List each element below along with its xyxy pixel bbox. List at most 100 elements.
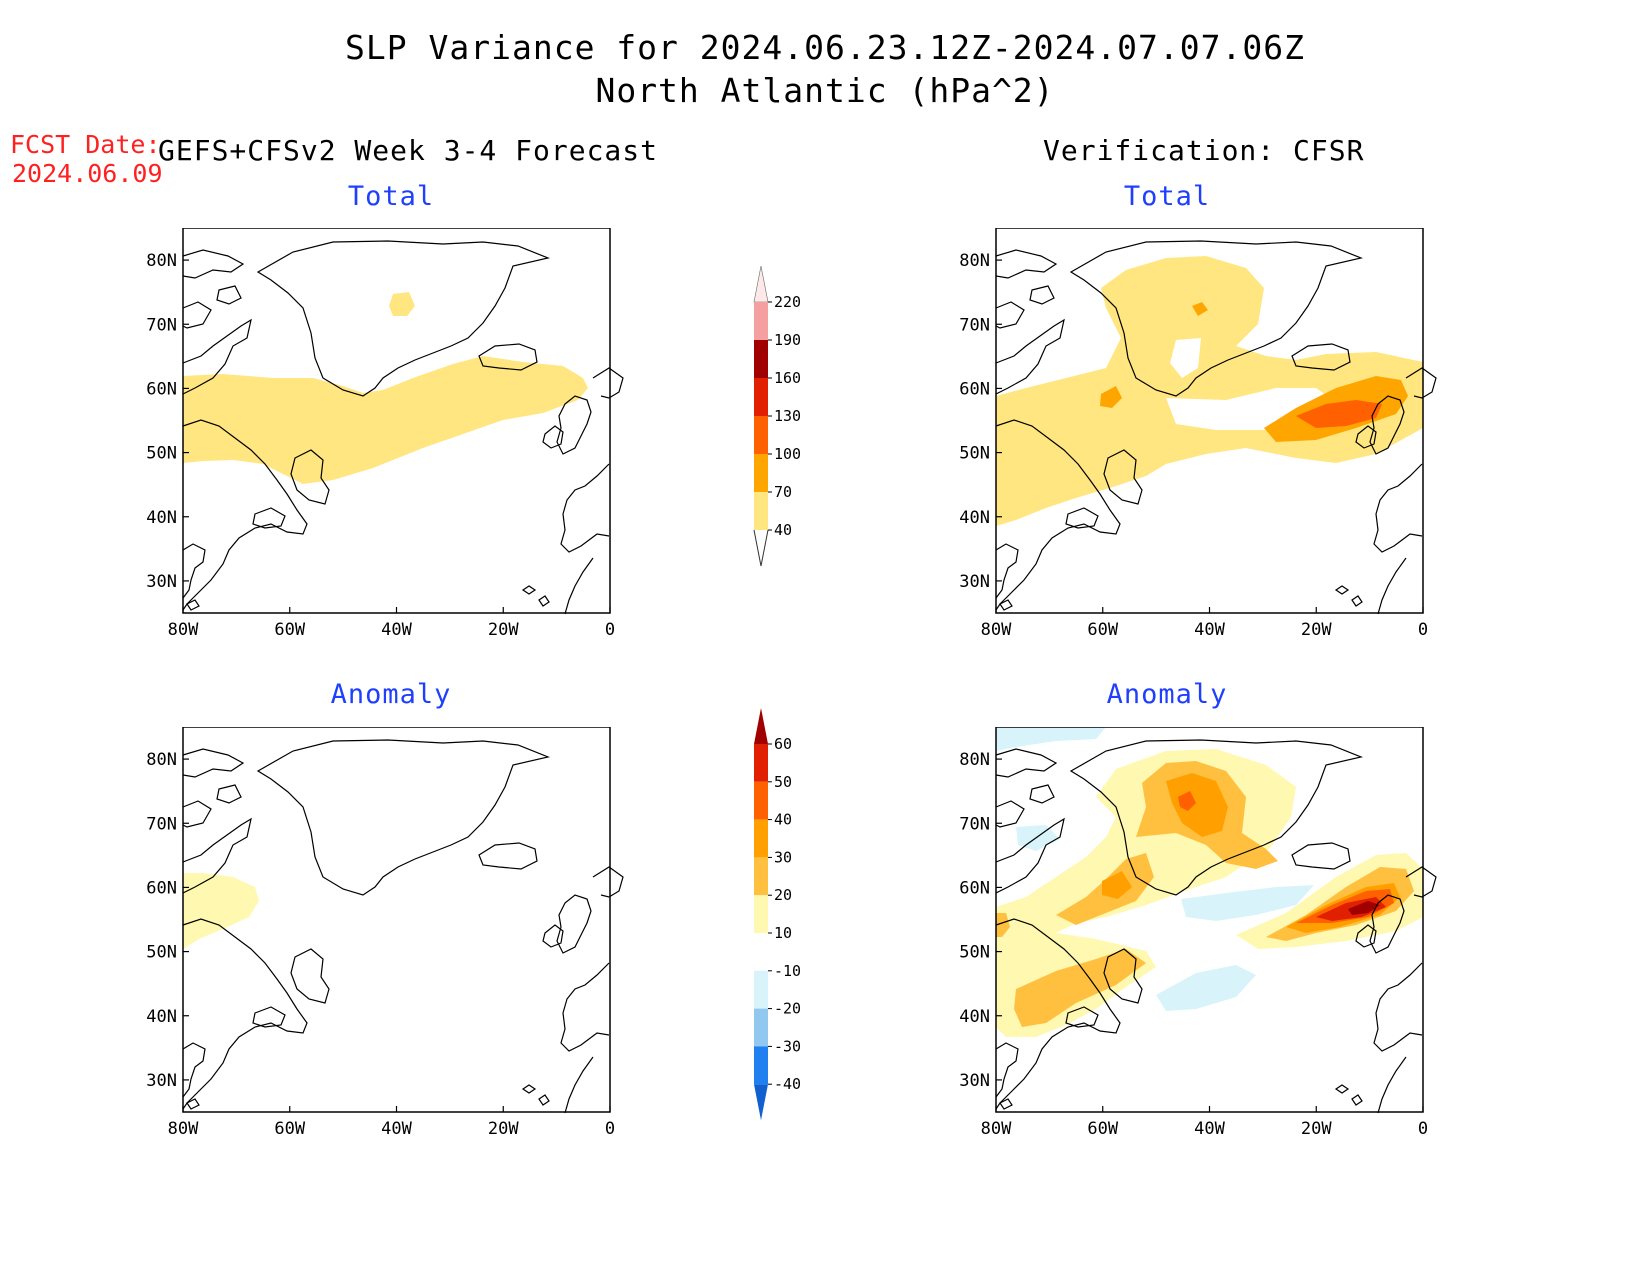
panel-verif-total: 30N 40N 50N 60N 70N 80N 80W 60W 40W 20W 0 xyxy=(959,228,1437,640)
variance-hole-greenland xyxy=(1170,338,1201,378)
colorbar-box xyxy=(754,378,768,416)
lon-tick-label: 60W xyxy=(1087,1119,1118,1139)
colorbar-top-arrow xyxy=(753,266,769,303)
colorbar-box xyxy=(754,744,768,782)
lat-axis: 30N 40N 50N 60N 70N 80N xyxy=(146,750,189,1091)
lat-axis: 30N 40N 50N 60N 70N 80N xyxy=(959,750,1002,1091)
lon-tick-label: 60W xyxy=(274,620,305,640)
lat-tick-label: 70N xyxy=(959,814,990,834)
colorbar-bottom-arrow xyxy=(754,1084,768,1121)
colorbar-label: 50 xyxy=(774,773,792,791)
variance-contour-70-small xyxy=(1100,386,1122,408)
lat-tick-label: 50N xyxy=(146,444,177,464)
colorbar-label: -40 xyxy=(774,1075,801,1093)
lon-axis: 80W 60W 40W 20W 0 xyxy=(168,607,615,640)
lat-tick-label: 80N xyxy=(959,251,990,271)
anomaly-contour-neg10-mid xyxy=(1181,885,1314,921)
colorbar-label: 100 xyxy=(774,445,801,463)
panel-fcst-total: 30N 40N 50N 60N 70N 80N 80W 60W 40W 20W 0 xyxy=(146,228,624,640)
anomaly-contour-neg10-nw xyxy=(996,727,1106,751)
verification-header: Verification: CFSR xyxy=(1043,134,1365,167)
colorbar-box xyxy=(754,970,768,1009)
colorbar-box xyxy=(754,340,768,378)
lat-tick-label: 40N xyxy=(959,508,990,528)
lon-axis: 80W 60W 40W 20W 0 xyxy=(981,607,1428,640)
colorbar-label: -30 xyxy=(774,1037,801,1055)
lat-tick-label: 70N xyxy=(146,315,177,335)
lat-tick-label: 30N xyxy=(959,572,990,592)
lon-tick-label: 80W xyxy=(981,620,1012,640)
colorbar-anomaly: -40 -30 -20 -10 10 20 30 40 50 60 xyxy=(754,708,801,1121)
anomaly-contour-60 xyxy=(1348,901,1380,915)
lon-axis: 80W 60W 40W 20W 0 xyxy=(981,1106,1428,1139)
colorbar-label: 160 xyxy=(774,369,801,387)
panel-title-verif-total: Total xyxy=(1123,181,1211,212)
colorbar-box xyxy=(754,416,768,454)
colorbar-box xyxy=(754,302,768,340)
panel-title-fcst-total: Total xyxy=(347,181,435,212)
map-background xyxy=(183,727,610,1112)
lon-tick-label: 0 xyxy=(1418,1119,1428,1139)
colorbar-box xyxy=(754,781,768,820)
colorbar-box xyxy=(754,933,768,971)
lat-tick-label: 80N xyxy=(959,750,990,770)
lon-tick-label: 0 xyxy=(605,620,615,640)
lat-tick-label: 60N xyxy=(959,379,990,399)
lat-tick-label: 70N xyxy=(146,814,177,834)
panel-title-fcst-anomaly: Anomaly xyxy=(330,679,452,710)
lat-axis: 30N 40N 50N 60N 70N 80N xyxy=(959,251,1002,592)
lat-tick-label: 30N xyxy=(146,572,177,592)
variance-contour-100 xyxy=(1296,400,1382,428)
lat-tick-label: 60N xyxy=(146,379,177,399)
fcst-date-label: FCST Date: xyxy=(10,130,161,159)
panel-verif-anomaly: 30N 40N 50N 60N 70N 80N 80W 60W 40W 20W 0 xyxy=(959,727,1437,1139)
colorbar-box xyxy=(754,492,768,530)
lon-tick-label: 40W xyxy=(1194,620,1225,640)
lat-tick-label: 80N xyxy=(146,750,177,770)
lon-tick-label: 80W xyxy=(981,1119,1012,1139)
lon-tick-label: 20W xyxy=(1301,620,1332,640)
anomaly-contour-40-greenland xyxy=(1178,791,1196,811)
lat-tick-label: 30N xyxy=(146,1071,177,1091)
lat-tick-label: 60N xyxy=(959,878,990,898)
lon-axis: 80W 60W 40W 20W 0 xyxy=(168,1106,615,1139)
forecast-header: GEFS+CFSv2 Week 3-4 Forecast xyxy=(158,134,659,167)
variance-contour-70-greenland xyxy=(1192,302,1208,316)
lon-tick-label: 20W xyxy=(488,1119,519,1139)
anomaly-contour-20 xyxy=(1014,949,1146,1027)
lat-tick-label: 50N xyxy=(959,444,990,464)
colorbar-box xyxy=(754,1008,768,1047)
colorbar-label: -20 xyxy=(774,1000,801,1018)
lat-tick-label: 80N xyxy=(146,251,177,271)
lat-tick-label: 40N xyxy=(146,1007,177,1027)
lon-tick-label: 60W xyxy=(1087,620,1118,640)
fcst-date-value: 2024.06.09 xyxy=(12,159,163,188)
colorbar-total: 40 70 100 130 160 190 220 xyxy=(753,266,801,567)
lon-tick-label: 40W xyxy=(1194,1119,1225,1139)
lon-tick-label: 80W xyxy=(168,1119,199,1139)
lat-axis: 30N 40N 50N 60N 70N 80N xyxy=(146,251,189,592)
lon-tick-label: 60W xyxy=(274,1119,305,1139)
colorbar-bottom-arrow xyxy=(753,529,769,567)
anomaly-contour-neg10-south xyxy=(1156,965,1256,1011)
colorbar-label: 60 xyxy=(774,735,792,753)
lat-tick-label: 30N xyxy=(959,1071,990,1091)
colorbar-box xyxy=(754,819,768,858)
variance-contour-40-greenland xyxy=(389,292,415,316)
lat-tick-label: 40N xyxy=(959,1007,990,1027)
variance-contour-40 xyxy=(183,356,588,484)
chart-title-line2: North Atlantic (hPa^2) xyxy=(595,71,1055,110)
lat-tick-label: 50N xyxy=(959,943,990,963)
colorbar-label: 130 xyxy=(774,407,801,425)
colorbar-label: 190 xyxy=(774,331,801,349)
lat-tick-label: 50N xyxy=(146,943,177,963)
colorbar-label: 10 xyxy=(774,924,792,942)
anomaly-contour-30 xyxy=(1166,773,1228,837)
lon-tick-label: 20W xyxy=(488,620,519,640)
colorbar-label: 220 xyxy=(774,293,801,311)
anomaly-contour-30-mid xyxy=(1102,871,1132,899)
lon-tick-label: 0 xyxy=(1418,620,1428,640)
panel-fcst-anomaly: 30N 40N 50N 60N 70N 80N 80W 60W 40W 20W 0 xyxy=(146,727,624,1139)
lon-tick-label: 40W xyxy=(381,620,412,640)
lat-tick-label: 40N xyxy=(146,508,177,528)
